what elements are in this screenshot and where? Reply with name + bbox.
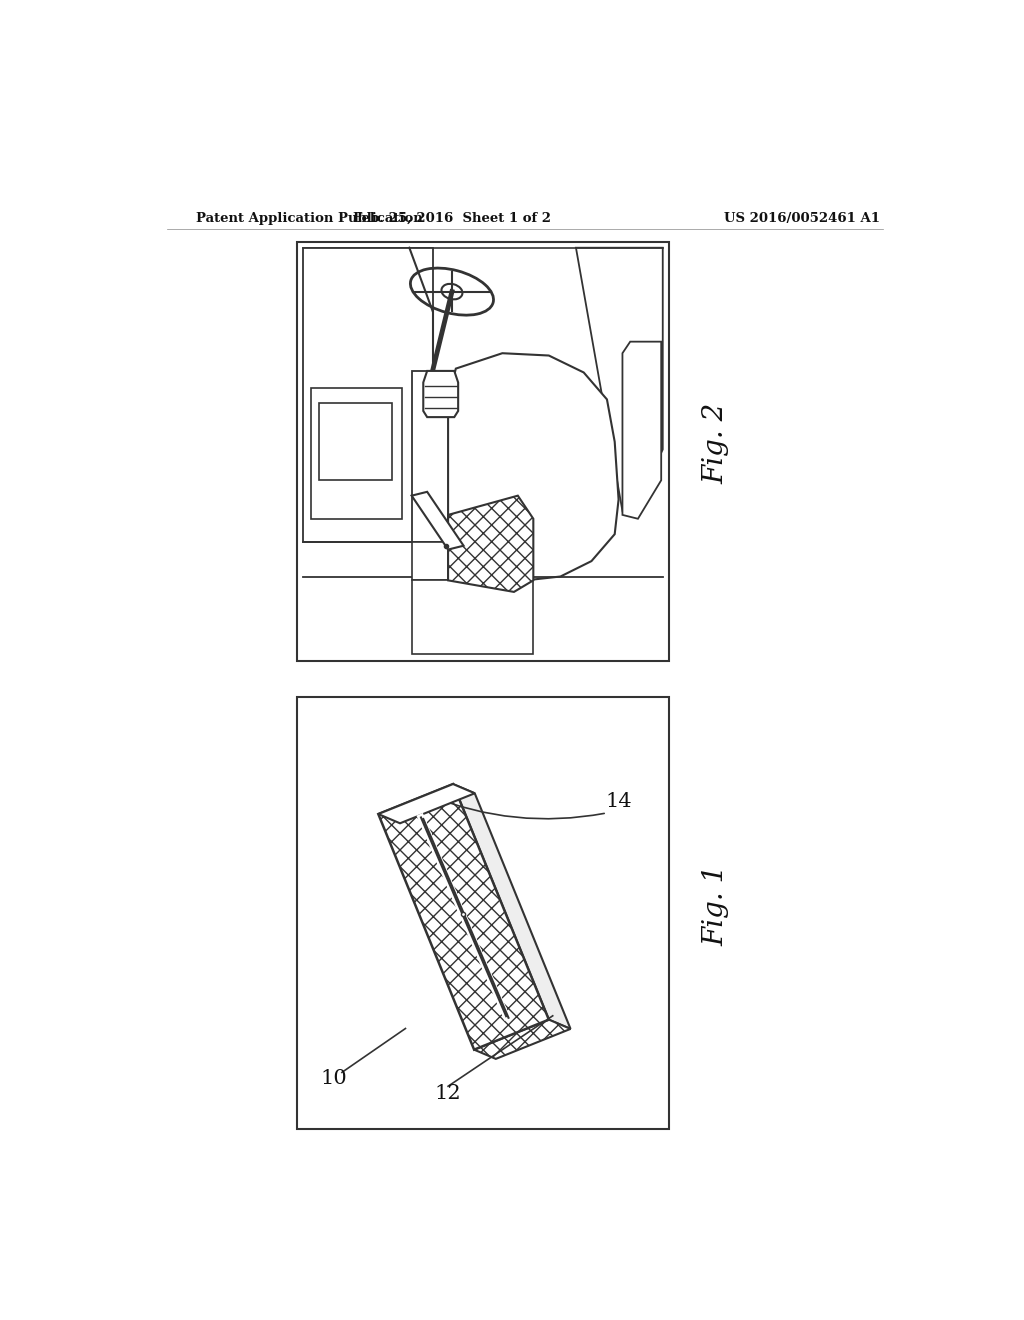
Polygon shape [423,371,458,417]
Text: Fig. 2: Fig. 2 [701,403,729,484]
Polygon shape [449,354,618,581]
Polygon shape [575,248,663,511]
Polygon shape [453,784,570,1028]
Polygon shape [412,543,449,581]
Bar [297,697,669,1129]
Polygon shape [412,492,464,549]
Bar [311,388,402,519]
Text: Fig. 1: Fig. 1 [701,865,729,946]
Polygon shape [378,784,549,1049]
Text: 14: 14 [605,792,632,810]
Text: 10: 10 [321,1069,347,1088]
Polygon shape [449,496,534,591]
Text: 12: 12 [435,1085,462,1104]
Text: Patent Application Publication: Patent Application Publication [197,213,423,224]
Polygon shape [474,1019,570,1059]
Text: Feb. 25, 2016  Sheet 1 of 2: Feb. 25, 2016 Sheet 1 of 2 [353,213,551,224]
Bar [297,242,669,661]
Polygon shape [412,581,534,653]
Polygon shape [623,342,662,519]
Polygon shape [303,248,432,543]
Polygon shape [378,784,475,824]
Text: US 2016/0052461 A1: US 2016/0052461 A1 [724,213,881,224]
Bar [318,404,392,480]
